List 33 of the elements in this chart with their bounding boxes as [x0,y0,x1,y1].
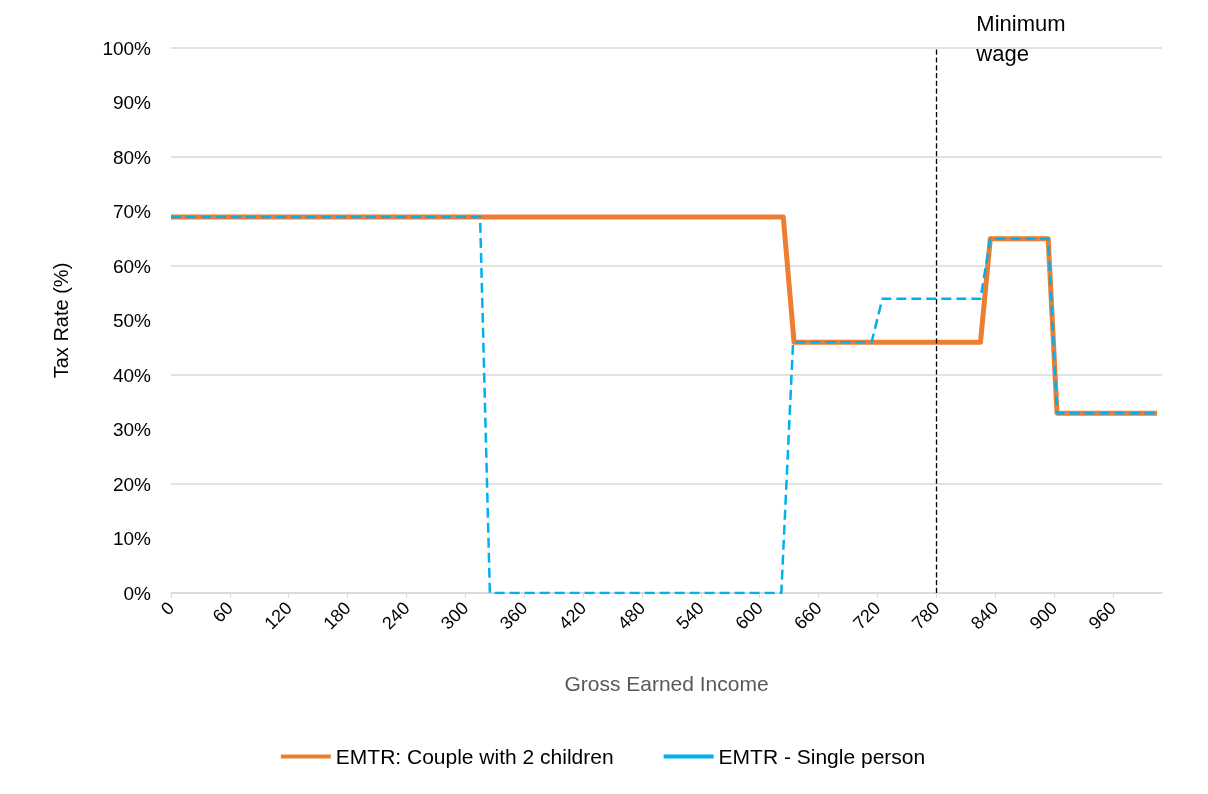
x-tick-label: 840 [966,597,1003,634]
x-tick-label: 540 [672,597,708,634]
y-tick-label: 100% [102,37,152,59]
y-tick-label: 0% [123,582,152,604]
x-tick-label: 600 [731,597,767,634]
x-tick-label: 0 [156,597,179,620]
x-tick-label: 360 [495,597,532,634]
y-axis-title: Tax Rate (%) [50,262,72,379]
x-tick-label: 660 [790,597,826,634]
x-tick-label: 780 [908,597,944,634]
legend-label: EMTR: Couple with 2 children [335,745,614,768]
x-tick-label: 480 [613,597,650,634]
y-tick-label: 10% [112,528,152,549]
y-tick-label: 80% [112,146,152,168]
y-tick-label: 60% [112,255,152,277]
y-tick-label: 50% [112,310,152,331]
legend-label: EMTR - Single person [718,745,926,768]
x-tick-label: 960 [1084,597,1121,634]
y-tick-label: 40% [112,364,152,386]
x-tick-label: 900 [1025,597,1062,634]
x-tick-label: 240 [378,597,414,634]
x-axis-title: Gross Earned Income [564,672,769,695]
x-tick-label: 720 [849,597,885,634]
x-tick-label: 420 [554,597,591,634]
x-tick-label: 180 [319,597,355,634]
y-tick-label: 70% [112,201,152,222]
x-tick-label: 300 [437,597,473,634]
y-tick-label: 30% [112,419,152,440]
y-tick-label: 90% [112,92,152,113]
y-tick-label: 20% [112,473,152,495]
ref-line-label: Minimum wage [975,10,1066,66]
x-tick-label: 60 [208,597,237,627]
x-tick-label: 120 [260,597,296,634]
